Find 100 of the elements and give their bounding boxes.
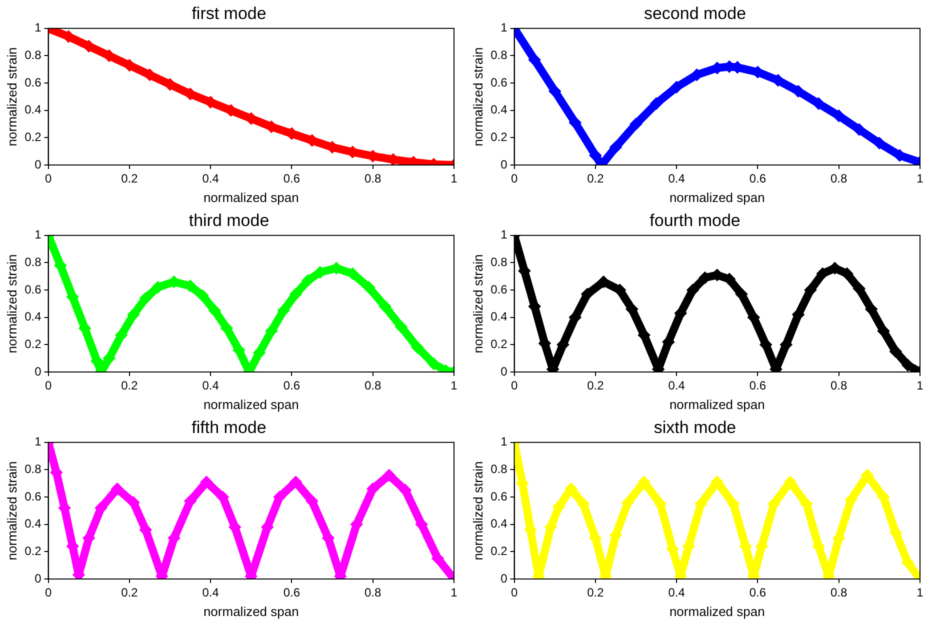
y-tick-label: 0.2 [24, 544, 42, 558]
x-tick-label: 0.2 [121, 378, 138, 393]
y-tick-label: 0 [34, 364, 42, 378]
y-tick-label: 0.8 [24, 48, 42, 62]
point [103, 352, 116, 364]
x-tick-label: 0.8 [830, 378, 848, 393]
x-tick-label: 0 [44, 586, 52, 600]
point [411, 341, 424, 354]
point [200, 476, 213, 488]
point [812, 98, 825, 110]
y-tick-label: 0.6 [24, 489, 42, 504]
point [610, 141, 622, 154]
point [379, 300, 392, 312]
x-tick-label: 1 [916, 378, 924, 393]
x-tick-label: 0.4 [668, 172, 686, 186]
y-tick-label: 0.4 [24, 310, 42, 324]
point [127, 308, 140, 321]
x-tick-label: 0 [44, 378, 52, 393]
point [890, 346, 902, 358]
chart-title: fourth mode [650, 210, 740, 230]
chart-title: sixth mode [654, 418, 736, 437]
point [290, 476, 302, 488]
x-tick-label: 0 [510, 172, 518, 186]
y-tick-label: 0.8 [24, 462, 42, 476]
point [395, 320, 408, 333]
point [614, 284, 626, 296]
y-tick-label: 1 [34, 20, 42, 35]
point [290, 288, 302, 300]
x-tick-label: 1 [450, 378, 458, 393]
y-axis-title: normalized strain [470, 254, 486, 354]
point [399, 484, 412, 496]
x-tick-label: 0.8 [364, 172, 382, 186]
x-tick-label: 0.6 [749, 378, 766, 393]
y-tick-label: 0.4 [24, 516, 42, 531]
point [115, 329, 128, 342]
point [873, 137, 886, 150]
y-tick-label: 0.4 [490, 102, 508, 117]
x-axis-title: normalized span [669, 396, 765, 412]
x-axis-title: normalized span [203, 396, 299, 412]
y-axis-title: normalized strain [470, 47, 486, 146]
x-axis-title: normalized span [669, 604, 765, 619]
point [686, 284, 699, 296]
x-tick-label: 0.4 [668, 378, 686, 393]
y-tick-label: 0.2 [24, 130, 42, 144]
y-axis-title: normalized strain [470, 461, 486, 560]
point [140, 292, 152, 304]
y-axis-title: normalized strain [4, 461, 20, 560]
x-tick-label: 1 [916, 586, 924, 600]
point [208, 304, 221, 317]
y-tick-label: 1 [500, 434, 508, 449]
point [383, 469, 396, 482]
point [528, 54, 541, 66]
y-tick-label: 1 [500, 228, 508, 242]
point [196, 290, 208, 302]
x-tick-label: 0.4 [202, 586, 220, 600]
y-tick-label: 0 [500, 571, 508, 586]
y-tick-label: 1 [34, 228, 42, 242]
chart-title: fifth mode [192, 418, 266, 437]
chart-title: second mode [644, 4, 746, 23]
x-tick-label: 0.2 [121, 172, 138, 186]
y-tick-label: 1 [34, 434, 42, 449]
x-tick-label: 0.2 [587, 378, 604, 393]
point [265, 325, 278, 338]
y-tick-label: 0 [500, 364, 508, 378]
x-tick-label: 0.8 [364, 378, 382, 393]
x-tick-label: 0.4 [202, 378, 220, 393]
x-tick-label: 0.6 [749, 172, 766, 186]
point [589, 149, 602, 162]
x-tick-label: 0 [44, 172, 52, 186]
point [362, 281, 375, 294]
x-axis-title: normalized span [203, 604, 299, 619]
y-axis-title: normalized strain [4, 254, 20, 354]
point [111, 482, 124, 495]
point [278, 304, 290, 317]
point [670, 81, 683, 94]
point [650, 98, 662, 110]
y-tick-label: 0.6 [490, 282, 508, 296]
point [832, 110, 845, 122]
point [581, 288, 594, 300]
x-tick-label: 0.6 [283, 378, 300, 393]
point [253, 346, 266, 359]
x-axis-title: normalized span [203, 190, 299, 205]
y-tick-label: 0.2 [490, 336, 508, 351]
point [630, 118, 642, 130]
point [302, 274, 314, 286]
x-tick-label: 0.6 [283, 172, 300, 186]
point [865, 303, 878, 316]
x-tick-label: 1 [916, 172, 924, 186]
chart-title: first mode [192, 4, 266, 23]
x-tick-label: 0.8 [830, 586, 848, 600]
point [853, 123, 866, 136]
x-tick-label: 0.4 [202, 172, 220, 186]
point [792, 85, 804, 98]
y-tick-label: 0 [500, 157, 508, 172]
y-tick-label: 0.8 [490, 462, 508, 476]
point [548, 85, 561, 98]
x-tick-label: 0.6 [749, 586, 766, 600]
y-tick-label: 0.8 [490, 48, 508, 62]
chart-title: third mode [188, 210, 270, 230]
y-tick-label: 0.8 [490, 255, 508, 270]
